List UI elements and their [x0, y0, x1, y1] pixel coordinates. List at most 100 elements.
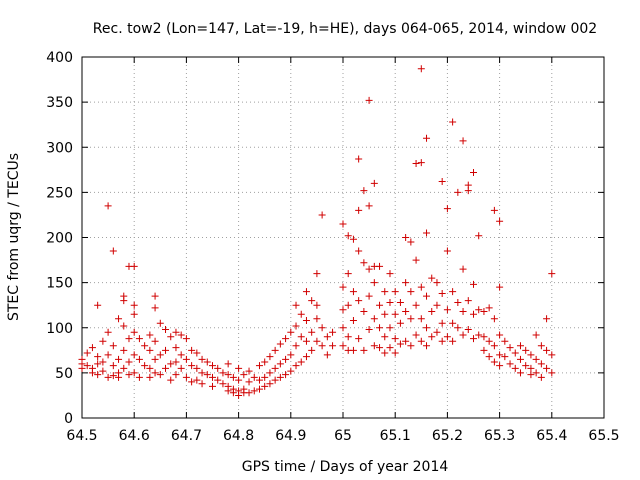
- data-point: [449, 319, 457, 327]
- data-point: [548, 369, 556, 377]
- data-point: [475, 331, 483, 339]
- data-point: [543, 346, 551, 354]
- data-point: [365, 326, 373, 334]
- data-point: [381, 310, 389, 318]
- data-point: [496, 331, 504, 339]
- data-point: [355, 297, 363, 305]
- x-tick-label: 65.3: [484, 428, 515, 444]
- data-point: [125, 358, 133, 366]
- data-point: [417, 337, 425, 345]
- data-point: [266, 380, 274, 388]
- data-point: [235, 364, 243, 372]
- data-point: [464, 297, 472, 305]
- data-point: [349, 317, 357, 325]
- data-point: [459, 308, 467, 316]
- data-point: [443, 306, 451, 314]
- data-point: [365, 96, 373, 104]
- x-tick-label: 65: [334, 428, 352, 444]
- data-point: [537, 360, 545, 368]
- data-point: [313, 270, 321, 278]
- x-tick-label: 64.9: [275, 428, 306, 444]
- data-point: [83, 362, 91, 370]
- data-point: [323, 351, 331, 359]
- data-point: [271, 376, 279, 384]
- data-point: [370, 279, 378, 287]
- data-point: [407, 238, 415, 246]
- data-point: [146, 331, 154, 339]
- data-point: [349, 346, 357, 354]
- data-point: [224, 387, 232, 395]
- data-point: [182, 373, 190, 381]
- data-point: [527, 371, 535, 379]
- data-point: [261, 358, 269, 366]
- data-point: [115, 355, 123, 363]
- data-point: [188, 346, 196, 354]
- data-point: [454, 298, 462, 306]
- data-point: [480, 333, 488, 341]
- data-point: [167, 333, 175, 341]
- data-point: [339, 283, 347, 291]
- data-point: [522, 362, 530, 370]
- data-point: [516, 342, 524, 350]
- data-point: [292, 342, 300, 350]
- data-point: [370, 315, 378, 323]
- data-point: [130, 301, 138, 309]
- data-point: [109, 362, 117, 370]
- data-point: [297, 333, 305, 341]
- data-point: [543, 364, 551, 372]
- data-point: [146, 364, 154, 372]
- data-point: [417, 315, 425, 323]
- data-point: [282, 335, 290, 343]
- data-point: [198, 380, 206, 388]
- grid: [82, 57, 604, 418]
- data-point: [355, 206, 363, 214]
- data-point: [449, 337, 457, 345]
- data-point: [355, 247, 363, 255]
- data-point: [308, 346, 316, 354]
- data-point: [198, 355, 206, 363]
- y-tick-label: 50: [55, 366, 73, 382]
- data-point: [391, 310, 399, 318]
- data-point: [172, 358, 180, 366]
- data-point: [125, 371, 133, 379]
- data-point: [522, 346, 530, 354]
- data-point: [438, 178, 446, 186]
- data-point: [339, 324, 347, 332]
- data-point: [104, 328, 112, 336]
- data-point: [162, 346, 170, 354]
- x-tick-label: 65.2: [432, 428, 463, 444]
- data-point: [130, 262, 138, 270]
- data-point: [94, 353, 102, 361]
- data-point: [360, 346, 368, 354]
- data-point: [548, 270, 556, 278]
- data-point: [412, 159, 420, 167]
- data-point: [496, 351, 504, 359]
- data-point: [386, 298, 394, 306]
- data-point: [235, 391, 243, 399]
- data-point: [151, 369, 159, 377]
- y-tick-label: 200: [46, 231, 73, 247]
- data-point: [172, 328, 180, 336]
- data-point: [464, 326, 472, 334]
- y-tick-label: 400: [46, 50, 73, 66]
- data-point: [438, 289, 446, 297]
- data-point: [297, 358, 305, 366]
- data-point: [88, 369, 96, 377]
- data-point: [276, 360, 284, 368]
- data-point: [339, 306, 347, 314]
- data-point: [490, 342, 498, 350]
- data-point: [120, 297, 128, 305]
- data-point: [177, 331, 185, 339]
- y-tick-label: 300: [46, 140, 73, 156]
- data-point: [360, 259, 368, 267]
- data-point: [83, 349, 91, 357]
- data-point: [130, 369, 138, 377]
- data-point: [412, 331, 420, 339]
- data-point: [250, 373, 258, 381]
- data-point: [135, 335, 143, 343]
- y-tick-label: 0: [64, 411, 73, 427]
- data-point: [485, 337, 493, 345]
- data-point: [308, 297, 316, 305]
- data-point: [261, 373, 269, 381]
- data-point: [88, 344, 96, 352]
